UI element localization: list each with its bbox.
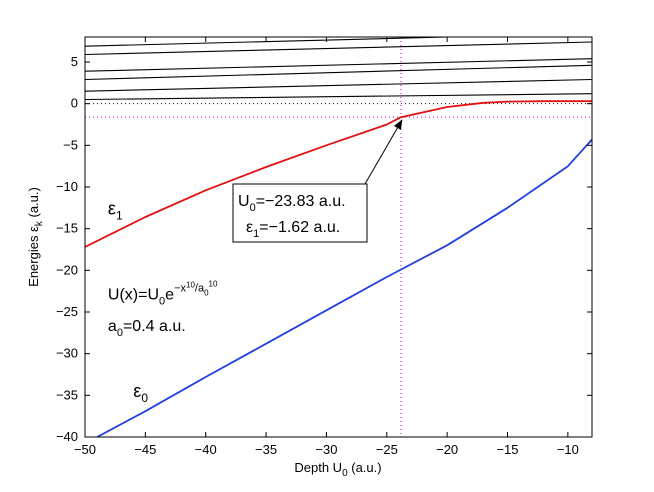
annotation-box-line2: ε1=−1.62 a.u. (246, 219, 340, 240)
x-tick-label: −45 (134, 442, 156, 457)
x-axis-label-sub: 0 (342, 468, 348, 479)
a0-main: a (108, 318, 117, 335)
x-tick-label: −50 (74, 442, 96, 457)
box-line1-main: U (238, 193, 250, 210)
series-line-higher-6 (85, 41, 592, 56)
x-axis-ticks: −50 −45 −40 −35 −30 −25 −20 −15 −10 (74, 37, 579, 457)
epsilon-1-sub: 1 (116, 209, 123, 223)
y-axis-label-sub: k (34, 220, 45, 226)
box-line2-tail: =−1.62 a.u. (259, 219, 340, 236)
potential-sub0: 0 (159, 296, 165, 308)
epsilon-1-label: ε1 (108, 199, 123, 223)
guide-lines (85, 37, 592, 437)
potential-sup: −x (174, 283, 186, 295)
potential-slash: /a (195, 283, 205, 295)
plot-frame (84, 36, 593, 438)
x-tick-label: −10 (557, 442, 579, 457)
box-line1-sub: 0 (250, 202, 256, 214)
a0-tail: =0.4 a.u. (123, 318, 186, 335)
series-line-epsilon-1 (85, 100, 592, 248)
x-tick-label: −25 (376, 442, 398, 457)
epsilon-0-label: ε0 (133, 381, 148, 405)
y-tick-label: −35 (56, 387, 78, 402)
a0-sub: 0 (117, 327, 123, 339)
y-tick-label: −40 (56, 429, 78, 444)
x-tick-label: −30 (315, 442, 337, 457)
epsilon-0-sub: 0 (141, 391, 148, 405)
series-line-higher-5 (85, 58, 592, 72)
x-tick-label: −20 (436, 442, 458, 457)
y-tick-label: −15 (56, 221, 78, 236)
box-line2-main: ε (246, 219, 253, 236)
y-tick-label: 5 (71, 54, 78, 69)
y-tick-label: 0 (71, 96, 78, 111)
y-axis-label: Energies εk (a.u.) (26, 187, 45, 287)
y-axis-ticks: −40 −35 −30 −25 −20 −15 −10 −5 0 5 (56, 54, 592, 444)
epsilon-1-main: ε (108, 199, 116, 219)
epsilon-0-main: ε (133, 381, 141, 401)
x-tick-label: −35 (255, 442, 277, 457)
potential-sup10b: 10 (209, 280, 218, 289)
box-line2-sub: 1 (253, 228, 259, 240)
x-tick-label: −15 (496, 442, 518, 457)
y-tick-label: −30 (56, 346, 78, 361)
a0-label: a0=0.4 a.u. (108, 318, 186, 339)
x-axis-label: Depth U0 (a.u.) (294, 460, 381, 479)
potential-formula: U(x)=U0e−x10/a010 (108, 280, 218, 308)
y-tick-label: −10 (56, 179, 78, 194)
x-axis-label-main: Depth U (294, 460, 342, 475)
series-line-higher-4 (85, 64, 592, 81)
potential-e: e (165, 287, 174, 304)
potential-sup10: 10 (186, 281, 195, 290)
y-axis-label-main: Energies ε (26, 226, 41, 287)
annotation-box-frame (232, 183, 368, 243)
series-line-higher-2 (85, 93, 592, 101)
annotation-box-line1: U0=−23.83 a.u. (238, 193, 346, 214)
box-line1-tail: =−23.83 a.u. (256, 193, 346, 210)
annotation-box: U0=−23.83 a.u. ε1=−1.62 a.u. (232, 183, 368, 243)
series-group (85, 37, 592, 437)
series-line-epsilon-0 (96, 138, 592, 437)
y-tick-label: −25 (56, 304, 78, 319)
x-tick-label: −40 (195, 442, 217, 457)
potential-text: U(x)=U (108, 287, 159, 304)
y-tick-label: −5 (63, 137, 78, 152)
annotation-arrow (364, 119, 403, 185)
x-axis-label-tail: (a.u.) (348, 460, 382, 475)
series-line-higher-3 (85, 78, 592, 92)
potential-sub2: 0 (204, 289, 209, 298)
y-tick-label: −20 (56, 262, 78, 277)
y-axis-label-tail: (a.u.) (26, 187, 41, 221)
